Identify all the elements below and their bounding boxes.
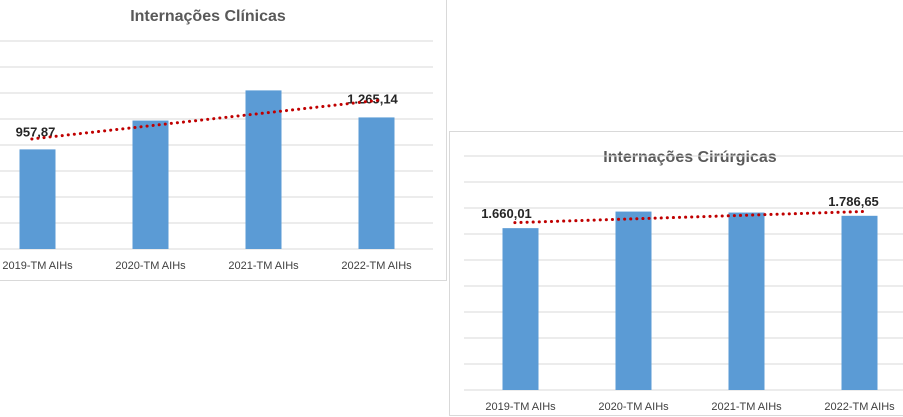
- x-tick-label: 2020-TM AIHs: [115, 260, 186, 272]
- data-label: 957,87: [16, 124, 56, 139]
- bar: [358, 117, 395, 249]
- x-tick-label: 2022-TM AIHs: [341, 260, 412, 272]
- data-label: 1.660,01: [481, 206, 532, 221]
- chart-cirurgicas: Internações Cirúrgicas 2019-TM AIHs 1.660…: [464, 149, 903, 413]
- x-tick-label: 2021-TM AIHs: [711, 401, 782, 413]
- bar: [615, 211, 652, 390]
- chart-title: Internações Cirúrgicas: [603, 149, 777, 166]
- trendline: [513, 209, 867, 225]
- data-label: 1.786,65: [828, 194, 879, 209]
- chart-clinicas: Internações Clínicas 2019-TM AIHs 957,87 2…: [0, 8, 433, 272]
- bar: [502, 228, 539, 390]
- trendline: [30, 98, 384, 141]
- data-label: 1.265,14: [347, 91, 398, 106]
- x-tick-label: 2019-TM AIHs: [2, 260, 73, 272]
- bar: [728, 212, 765, 390]
- x-tick-label: 2019-TM AIHs: [485, 401, 556, 413]
- bar: [132, 120, 169, 249]
- bar: [19, 149, 56, 249]
- chart-panel-clinicas: Internações Clínicas 2019-TM AIHs 957,87 2…: [0, 0, 447, 281]
- x-tick-label: 2021-TM AIHs: [228, 260, 299, 272]
- bar: [841, 215, 878, 390]
- chart-title: Internações Clínicas: [130, 8, 286, 25]
- x-tick-label: 2022-TM AIHs: [824, 401, 895, 413]
- chart-panel-cirurgicas: Internações Cirúrgicas 2019-TM AIHs 1.660…: [449, 131, 903, 416]
- bar: [245, 90, 282, 250]
- x-tick-label: 2020-TM AIHs: [598, 401, 669, 413]
